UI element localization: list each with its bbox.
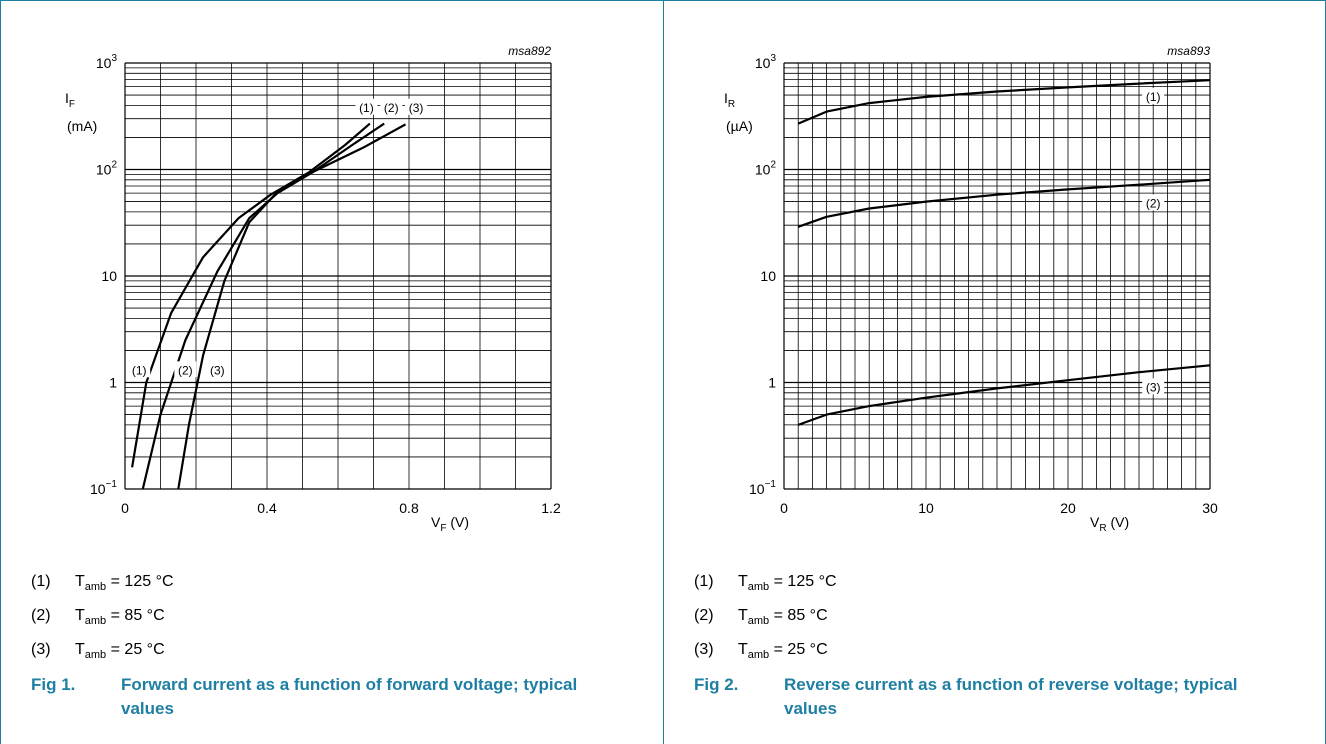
figure-code: msa892 xyxy=(508,44,551,58)
figure-code: msa893 xyxy=(1167,44,1210,58)
x-tick-label: 0.8 xyxy=(399,500,419,516)
legend-item: (2) Tamb = 85 °C xyxy=(31,607,165,631)
figure-title: Forward current as a function of forward… xyxy=(121,673,611,721)
curve-label: (3) xyxy=(1146,380,1161,394)
y-tick-label: 10−1 xyxy=(749,479,776,497)
y-tick-label: 103 xyxy=(755,53,777,71)
series-line xyxy=(178,124,405,489)
x-tick-label: 30 xyxy=(1202,500,1218,516)
series-line xyxy=(798,365,1210,425)
x-tick-label: 0 xyxy=(121,500,129,516)
curve-label: (2) xyxy=(384,101,399,115)
curve-label: (1) xyxy=(132,363,147,377)
reverse-current-chart: (1) (2) (3) 0 10 20 30 10−1 1 10 102 103 IR (µA) VR (V… xyxy=(664,1,1324,561)
y-tick-label: 10−1 xyxy=(90,479,117,497)
figure-1-panel: (1) (2) (3) (1) (2) (3) 0 0.4 0.8 1.2 10−1 1 10 102 10… xyxy=(0,0,664,744)
y-tick-label: 1 xyxy=(109,375,117,391)
series-line xyxy=(132,124,370,468)
y-tick-label: 10 xyxy=(760,268,776,284)
legend-item: (3) Tamb = 25 °C xyxy=(31,641,165,665)
x-axis-label: VR (V) xyxy=(1090,514,1129,534)
x-tick-label: 10 xyxy=(918,500,934,516)
curve-label: (1) xyxy=(359,101,374,115)
y-tick-label: 102 xyxy=(96,160,118,178)
x-tick-label: 1.2 xyxy=(541,500,561,516)
figure-2-panel: (1) (2) (3) 0 10 20 30 10−1 1 10 102 103 IR (µA) VR (V… xyxy=(664,0,1326,744)
y-axis-label: IF xyxy=(65,90,75,110)
y-axis-label: IR xyxy=(724,90,735,110)
y-tick-label: 1 xyxy=(768,375,776,391)
x-tick-label: 0.4 xyxy=(257,500,277,516)
x-axis-label: VF (V) xyxy=(431,514,469,534)
y-axis-unit: (µA) xyxy=(726,118,753,134)
legend-item: (3) Tamb = 25 °C xyxy=(694,641,828,665)
forward-current-chart: (1) (2) (3) (1) (2) (3) 0 0.4 0.8 1.2 10−1 1 10 102 10… xyxy=(1,1,661,561)
curve-label: (3) xyxy=(210,363,225,377)
curve-label: (3) xyxy=(409,101,424,115)
y-tick-label: 10 xyxy=(101,268,117,284)
legend-item: (1) Tamb = 125 °C xyxy=(31,573,174,597)
figure-number: Fig 1. xyxy=(31,673,75,697)
y-axis-unit: (mA) xyxy=(67,118,97,134)
curve-label: (1) xyxy=(1146,90,1161,104)
x-tick-label: 0 xyxy=(780,500,788,516)
x-tick-label: 20 xyxy=(1060,500,1076,516)
figure-number: Fig 2. xyxy=(694,673,738,697)
y-tick-label: 102 xyxy=(755,160,777,178)
legend-item: (2) Tamb = 85 °C xyxy=(694,607,828,631)
curve-label: (2) xyxy=(1146,196,1161,210)
series-line xyxy=(143,124,384,489)
figure-title: Reverse current as a function of reverse… xyxy=(784,673,1274,721)
curve-label: (2) xyxy=(178,363,193,377)
y-tick-label: 103 xyxy=(96,53,118,71)
legend-item: (1) Tamb = 125 °C xyxy=(694,573,837,597)
